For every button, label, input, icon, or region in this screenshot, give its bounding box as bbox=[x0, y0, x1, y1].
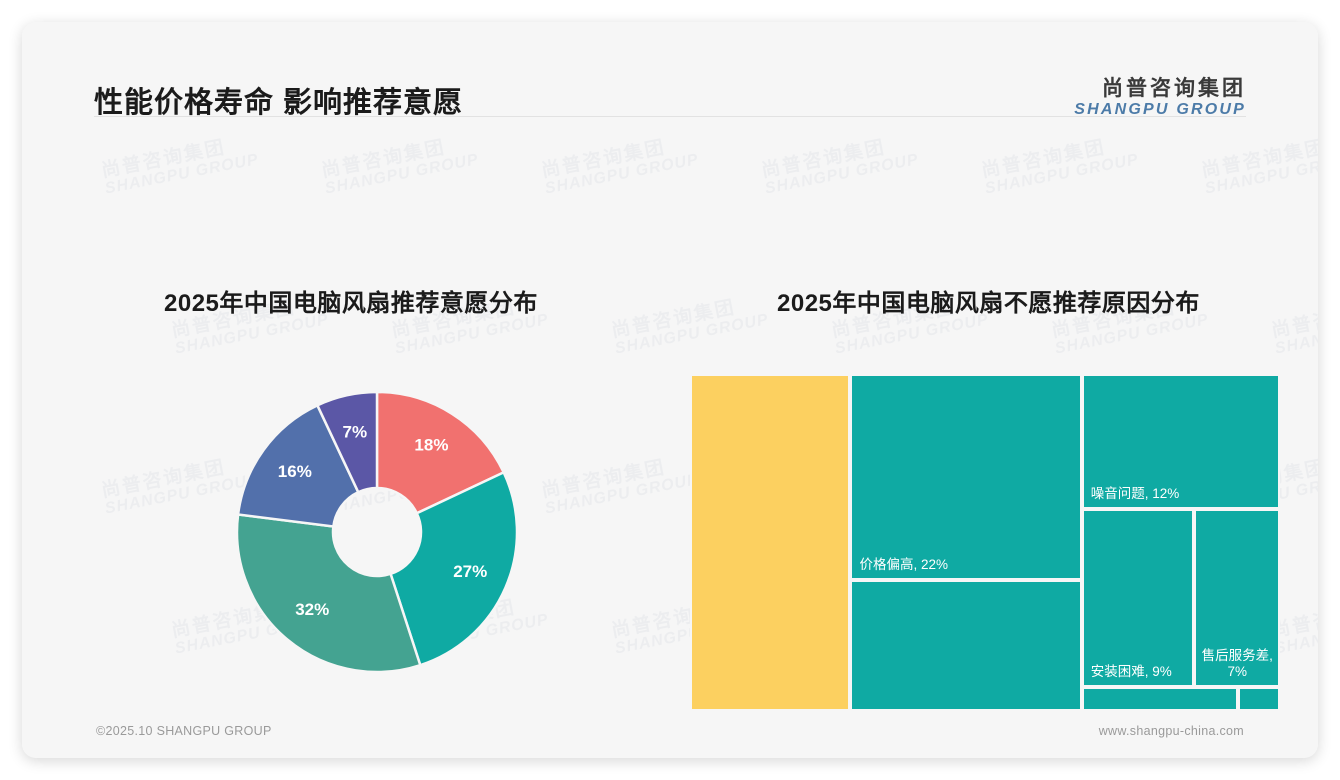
treemap-tile-label: 安装困难, 9% bbox=[1090, 664, 1172, 680]
right-chart-title: 2025年中国电脑风扇不愿推荐原因分布 bbox=[777, 290, 1200, 317]
donut-slice[interactable] bbox=[236, 403, 360, 528]
logo-english-text: SHANGPU GROUP bbox=[1074, 101, 1246, 119]
treemap-tile[interactable]: 价格偏高, 22% bbox=[850, 374, 1082, 581]
donut-slice[interactable] bbox=[375, 390, 506, 515]
treemap-tile-label: 噪音问题, 12% bbox=[1090, 486, 1180, 502]
footer-website: www.shangpu-china.com bbox=[1098, 724, 1244, 738]
treemap-tile[interactable]: 品牌知名度低, 4% bbox=[1081, 687, 1239, 709]
brand-logo: 尚普咨询集团 SHANGPU GROUP bbox=[1074, 77, 1246, 120]
donut-slice-label: 16% bbox=[278, 462, 312, 481]
slide-canvas: 性能价格寿命 影响推荐意愿 尚普咨询集团 SHANGPU GROUP 尚普咨询集… bbox=[22, 22, 1318, 758]
left-chart-title: 2025年中国电脑风扇推荐意愿分布 bbox=[164, 290, 538, 317]
donut-slice-label: 7% bbox=[343, 422, 368, 441]
donut-slice[interactable] bbox=[389, 470, 519, 667]
slide-header: 性能价格寿命 影响推荐意愿 尚普咨询集团 SHANGPU GROUP bbox=[22, 22, 1318, 120]
donut-svg: 18% 27% 32% 16% 7% bbox=[235, 390, 519, 674]
donut-slice[interactable] bbox=[235, 513, 422, 674]
footer-copyright: ©2025.10 SHANGPU GROUP bbox=[96, 724, 272, 738]
treemap-tile[interactable]: 安装困难, 9% bbox=[1081, 509, 1195, 688]
slide-footer: ©2025.10 SHANGPU GROUP www.shangpu-china… bbox=[22, 709, 1318, 758]
recommendation-donut-chart: 18% 27% 32% 16% 7% bbox=[202, 369, 552, 695]
treemap-tile-label: 售后服务差, 7% bbox=[1201, 648, 1273, 680]
header-divider bbox=[94, 116, 1246, 117]
donut-slice-label: 32% bbox=[295, 600, 329, 619]
donut-slice-label: 27% bbox=[453, 562, 487, 581]
treemap-tile-label: 价格偏高, 22% bbox=[859, 557, 948, 573]
treemap-tile[interactable]: 售后服务差, 7% bbox=[1194, 509, 1280, 688]
treemap-tile[interactable]: 使用寿命短, 17% bbox=[850, 580, 1082, 709]
donut-slice-label: 18% bbox=[414, 436, 448, 455]
page-title: 性能价格寿命 影响推荐意愿 bbox=[94, 87, 464, 119]
donut-slice[interactable] bbox=[315, 390, 379, 494]
treemap-tile[interactable]: 噪音问题, 12% bbox=[1081, 374, 1280, 509]
treemap-tile[interactable]: 其他... bbox=[1238, 687, 1280, 709]
treemap-tile[interactable]: 产品性能一般, 28% bbox=[690, 374, 851, 709]
logo-chinese-text: 尚普咨询集团 bbox=[1102, 77, 1246, 100]
reasons-treemap-chart: 产品性能一般, 28% 价格偏高, 22% 使用寿命短, 17% 噪音问题, 12% 安… bbox=[690, 374, 1280, 709]
slide-body: 尚普咨询集团 SHANGPU GROUP 尚普咨询集团 SHANGPU GROUP 尚普… bbox=[22, 117, 1318, 709]
